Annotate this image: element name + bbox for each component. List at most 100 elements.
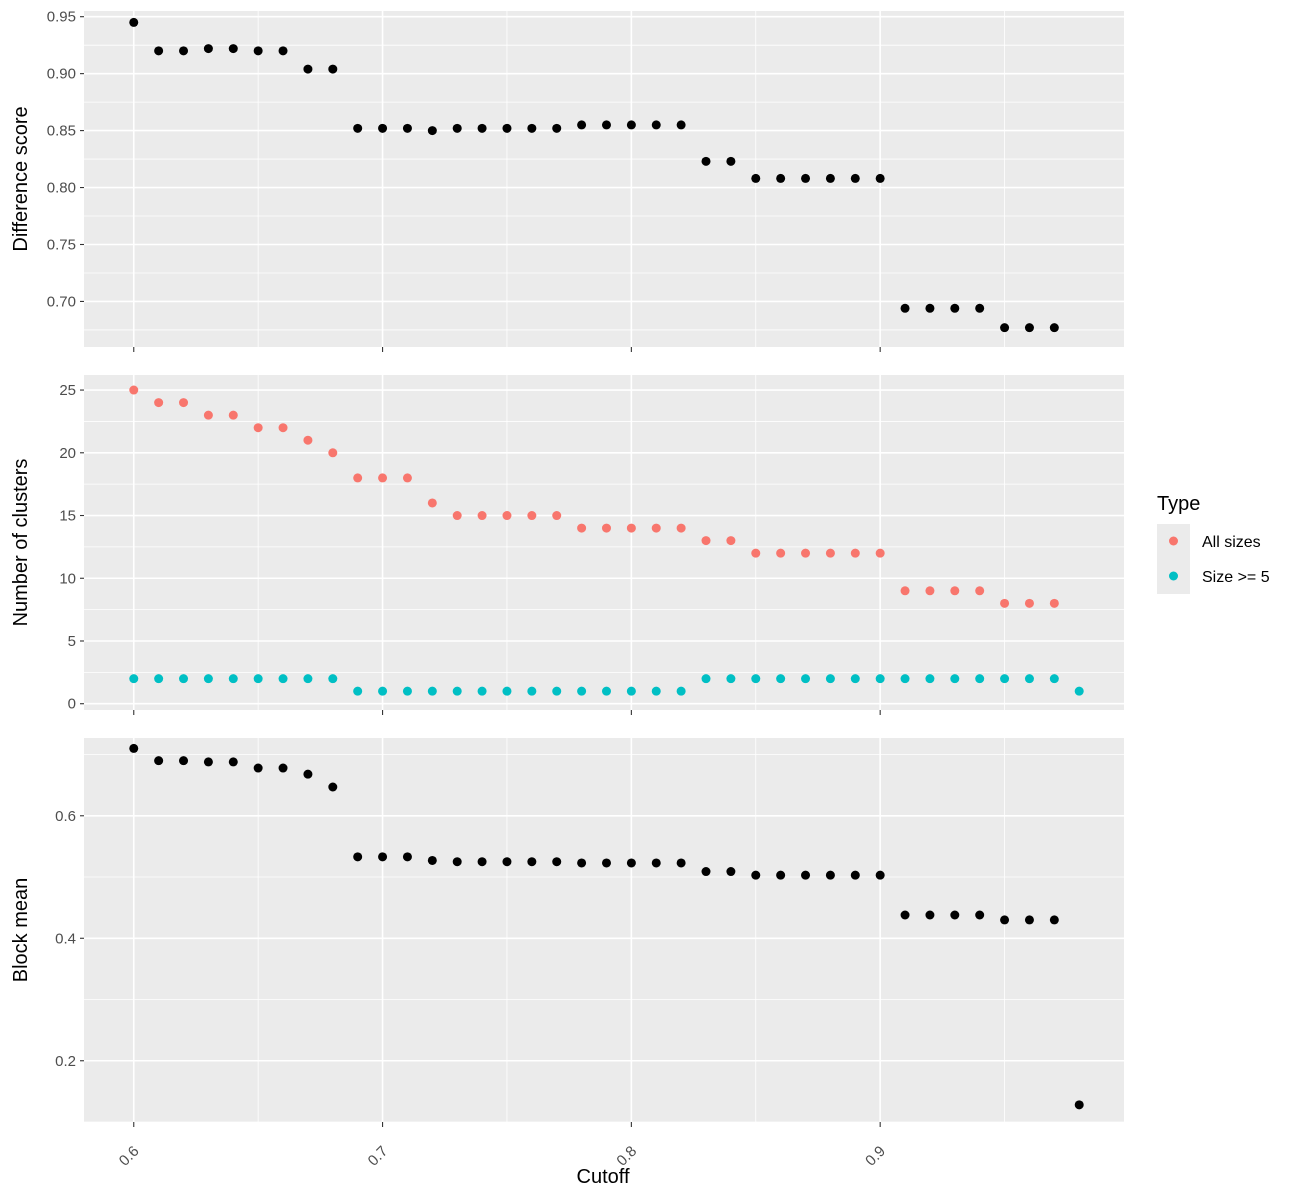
data-point (950, 586, 960, 596)
data-point (776, 870, 786, 880)
data-point (975, 586, 985, 596)
data-point (925, 303, 935, 313)
data-point (154, 398, 164, 408)
data-point (850, 173, 860, 183)
data-point (203, 44, 213, 54)
data-point (203, 757, 213, 767)
data-point (751, 173, 761, 183)
data-point (129, 743, 139, 753)
data-point (402, 473, 412, 483)
data-point (328, 64, 338, 74)
legend-label-all-sizes: All sizes (1202, 534, 1261, 551)
data-point (601, 523, 611, 533)
data-point (825, 173, 835, 183)
data-point (1049, 323, 1059, 333)
y-tick-label: 10 (59, 570, 76, 587)
data-point (825, 870, 835, 880)
data-point (875, 870, 885, 880)
y-tick-label: 15 (59, 508, 76, 525)
y-tick-label: 0.80 (47, 180, 76, 197)
data-point (179, 398, 189, 408)
data-point (1074, 1100, 1084, 1110)
data-point (527, 686, 537, 696)
data-point (577, 858, 587, 868)
series-1 (129, 743, 1084, 1110)
data-point (228, 410, 238, 420)
data-point (502, 857, 512, 867)
data-point (278, 674, 288, 684)
data-point (477, 857, 487, 867)
data-point (925, 674, 935, 684)
data-point (253, 674, 263, 684)
data-point (402, 123, 412, 133)
legend-key-all-sizes (1169, 536, 1178, 546)
data-point (427, 498, 437, 508)
chart-panels: 0.70 0.75 0.80 0.85 0.90 0.95 Difference score… (10, 9, 1124, 1127)
data-point (328, 782, 338, 792)
data-point (601, 858, 611, 868)
data-point (253, 423, 263, 433)
data-point (1000, 598, 1010, 608)
data-point (253, 46, 263, 56)
data-point (303, 674, 313, 684)
data-point (925, 910, 935, 920)
data-point (552, 123, 562, 133)
legend-key-size-5 (1169, 571, 1178, 581)
data-point (577, 120, 587, 130)
legend-label-size-5: Size >= 5 (1202, 569, 1270, 586)
data-point (676, 858, 686, 868)
data-point (801, 173, 811, 183)
data-point (626, 120, 636, 130)
y-tick-label: 0.85 (47, 123, 76, 140)
y-tick-label: 0.95 (47, 9, 76, 26)
series-1 (129, 385, 1059, 608)
data-point (776, 173, 786, 183)
data-point (179, 674, 189, 684)
data-point (701, 867, 711, 877)
data-point (353, 686, 363, 696)
data-point (477, 123, 487, 133)
data-point (278, 423, 288, 433)
data-point (552, 511, 562, 521)
data-point (378, 473, 388, 483)
data-point (228, 44, 238, 54)
data-point (651, 120, 661, 130)
data-point (427, 855, 437, 865)
data-point (154, 756, 164, 766)
data-point (825, 674, 835, 684)
data-point (950, 674, 960, 684)
data-point (328, 674, 338, 684)
data-point (601, 686, 611, 696)
data-point (502, 123, 512, 133)
data-point (427, 126, 437, 136)
y-axis-title: Number of clusters (10, 459, 32, 627)
y-tick-label: 0.2 (55, 1053, 76, 1070)
data-point (801, 674, 811, 684)
data-point (328, 448, 338, 458)
data-point (228, 757, 238, 767)
data-point (875, 173, 885, 183)
data-point (1024, 674, 1034, 684)
y-tick-label: 0.90 (47, 66, 76, 83)
data-point (751, 548, 761, 558)
y-axis-title: Difference score (10, 106, 32, 251)
data-point (527, 511, 537, 521)
data-point (1000, 323, 1010, 333)
data-point (801, 548, 811, 558)
data-point (452, 857, 462, 867)
data-point (651, 686, 661, 696)
data-point (850, 870, 860, 880)
data-point (452, 123, 462, 133)
data-point (626, 858, 636, 868)
data-point (900, 586, 910, 596)
data-point (129, 385, 139, 395)
y-tick-label: 0.4 (55, 930, 76, 947)
data-point (477, 511, 487, 521)
y-tick-label: 0.70 (47, 293, 76, 310)
data-point (577, 686, 587, 696)
data-point (154, 46, 164, 56)
data-point (726, 156, 736, 166)
data-point (900, 674, 910, 684)
y-axis-title: Block mean (10, 878, 32, 983)
data-point (278, 46, 288, 56)
